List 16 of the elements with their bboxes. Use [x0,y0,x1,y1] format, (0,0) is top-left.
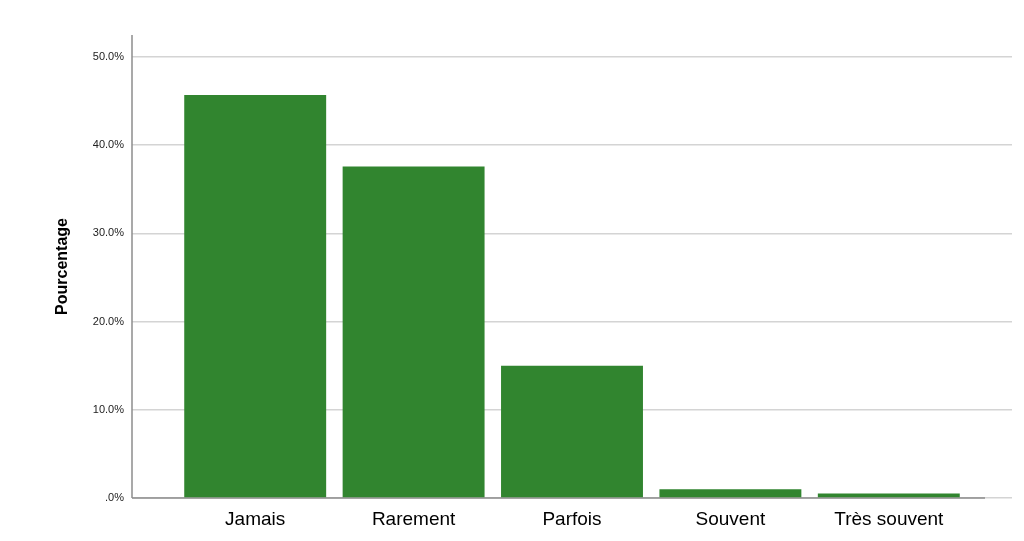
y-tick-label: .0% [105,491,125,504]
y-tick-label: 40.0% [92,138,125,151]
y-tick-label: 50.0% [92,50,125,63]
y-tick-label: 30.0% [92,226,125,239]
bar [342,166,485,498]
y-axis-title: Pourcentage [53,217,71,315]
x-tick-label: Très souvent [834,507,945,529]
bar [184,94,327,498]
bar [501,365,643,498]
bar [659,489,802,498]
y-tick-label: 10.0% [92,402,125,415]
y-tick-label: 20.0% [92,314,125,327]
x-tick-label: Rarement [371,507,457,529]
x-tick-label: Parfois [542,507,602,529]
x-tick-label: Jamais [225,507,286,529]
x-tick-label: Souvent [695,507,766,529]
